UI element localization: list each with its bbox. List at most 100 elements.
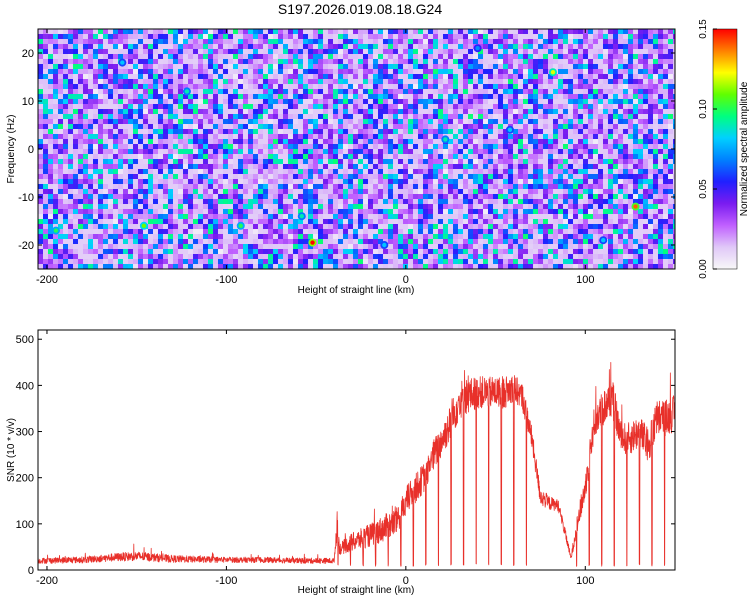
spectrogram-cell [453, 39, 459, 45]
spectrogram-cell [133, 109, 139, 115]
spectrogram-cell [388, 84, 394, 90]
spectrogram-cell [283, 59, 289, 65]
spectrogram-cell [418, 194, 424, 200]
spectrogram-cell [628, 194, 634, 200]
spectrogram-cell [228, 154, 234, 160]
spectrogram-cell [263, 79, 269, 85]
spectrogram-cell [78, 79, 84, 85]
spectrogram-cell [353, 104, 359, 110]
spectrogram-cell [463, 154, 469, 160]
spectrogram-cell [363, 29, 369, 35]
spectrogram-cell [673, 164, 675, 170]
spectrogram-cell [598, 104, 604, 110]
spectrogram-cell [668, 34, 674, 40]
spectrogram-cell [268, 204, 274, 210]
spectrogram-cell [518, 134, 524, 140]
spectrogram-cell [153, 99, 159, 105]
spectrogram-cell [288, 59, 294, 65]
spectrogram-cell [448, 179, 454, 185]
spectrogram-cell [188, 69, 194, 75]
spectrogram-cell [158, 184, 164, 190]
spectrogram-cell [128, 179, 134, 185]
spectrogram-cell [438, 134, 444, 140]
spectrogram-cell [673, 39, 675, 45]
spectrogram-cell [363, 44, 369, 50]
spectrogram-cell [573, 194, 579, 200]
spectrogram-cell [253, 194, 259, 200]
spectrogram-cell [63, 44, 69, 50]
spectrogram-cell [558, 109, 564, 115]
spectrogram-cell [633, 69, 639, 75]
spectrogram-cell [498, 144, 504, 150]
spectrogram-cell [233, 169, 239, 175]
spectrogram-cell [203, 84, 209, 90]
spectrogram-cell [628, 139, 634, 145]
spectrogram-cell [458, 204, 464, 210]
spectrogram-cell [198, 209, 204, 215]
spectrogram-cell [183, 199, 189, 205]
spectrogram-cell [188, 54, 194, 60]
spectrogram-cell [193, 169, 199, 175]
spectrogram-cell [433, 219, 439, 225]
spectrogram-cell [98, 114, 104, 120]
spectrogram-cell [583, 209, 589, 215]
spectrogram-cell [118, 69, 124, 75]
spectrogram-cell [558, 79, 564, 85]
spectrogram-cell [338, 114, 344, 120]
spectrogram-cell [228, 34, 234, 40]
spectrogram-cell [423, 194, 429, 200]
spectrogram-cell [183, 29, 189, 35]
spectrogram-cell [333, 79, 339, 85]
spectrogram-cell [458, 74, 464, 80]
spectrogram-cell [123, 174, 129, 180]
spectrogram-cell [523, 199, 529, 205]
spectrogram-cell [428, 49, 434, 55]
spectrogram-cell [403, 54, 409, 60]
spectrogram-cell [268, 109, 274, 115]
spectrogram-cell [178, 49, 184, 55]
spectrogram-cell [48, 94, 54, 100]
spectrogram-cell [533, 184, 539, 190]
spectrogram-cell [283, 159, 289, 165]
spectrogram-cell [88, 29, 94, 35]
spectrogram-cell [103, 214, 109, 220]
spectrogram-cell [268, 199, 274, 205]
spectrogram-cell [173, 74, 179, 80]
spectrogram-cell [523, 129, 529, 135]
spectrogram-cell [313, 189, 319, 195]
spectrogram-cell [458, 39, 464, 45]
spectrogram-cell [353, 149, 359, 155]
spectrogram-cell [213, 179, 219, 185]
spectrogram-cell [368, 34, 374, 40]
spectrogram-cell [508, 214, 514, 220]
spectrogram-cell [483, 109, 489, 115]
spectrogram-cell [398, 34, 404, 40]
spectrogram-cell [108, 169, 114, 175]
spectrogram-cell [373, 104, 379, 110]
spectrogram-cell [603, 79, 609, 85]
spectrogram-cell [373, 219, 379, 225]
spectrogram-cell [258, 114, 264, 120]
spectrogram-cell [413, 69, 419, 75]
spectrogram-cell [638, 134, 644, 140]
spectrogram-cell [403, 64, 409, 70]
spectrogram-cell [383, 189, 389, 195]
spectrogram-cell [328, 39, 334, 45]
spectrogram-cell [418, 184, 424, 190]
spectrogram-cell [458, 64, 464, 70]
spectrogram-cell [63, 214, 69, 220]
spectrogram-cell [553, 104, 559, 110]
spectrogram-cell [53, 159, 59, 165]
spectrogram-cell [483, 64, 489, 70]
spectrogram-cell [448, 89, 454, 95]
spectrogram-cell [653, 74, 659, 80]
spectrogram-cell [43, 29, 49, 35]
spectrogram-cell [63, 39, 69, 45]
spectrogram-cell [623, 34, 629, 40]
spectrogram-cell [503, 179, 509, 185]
spectrogram-cell [338, 94, 344, 100]
spectrogram-cell [513, 169, 519, 175]
spectrogram-cell [68, 219, 74, 225]
spectrogram-cell [128, 174, 134, 180]
spectrogram-cell [208, 199, 214, 205]
